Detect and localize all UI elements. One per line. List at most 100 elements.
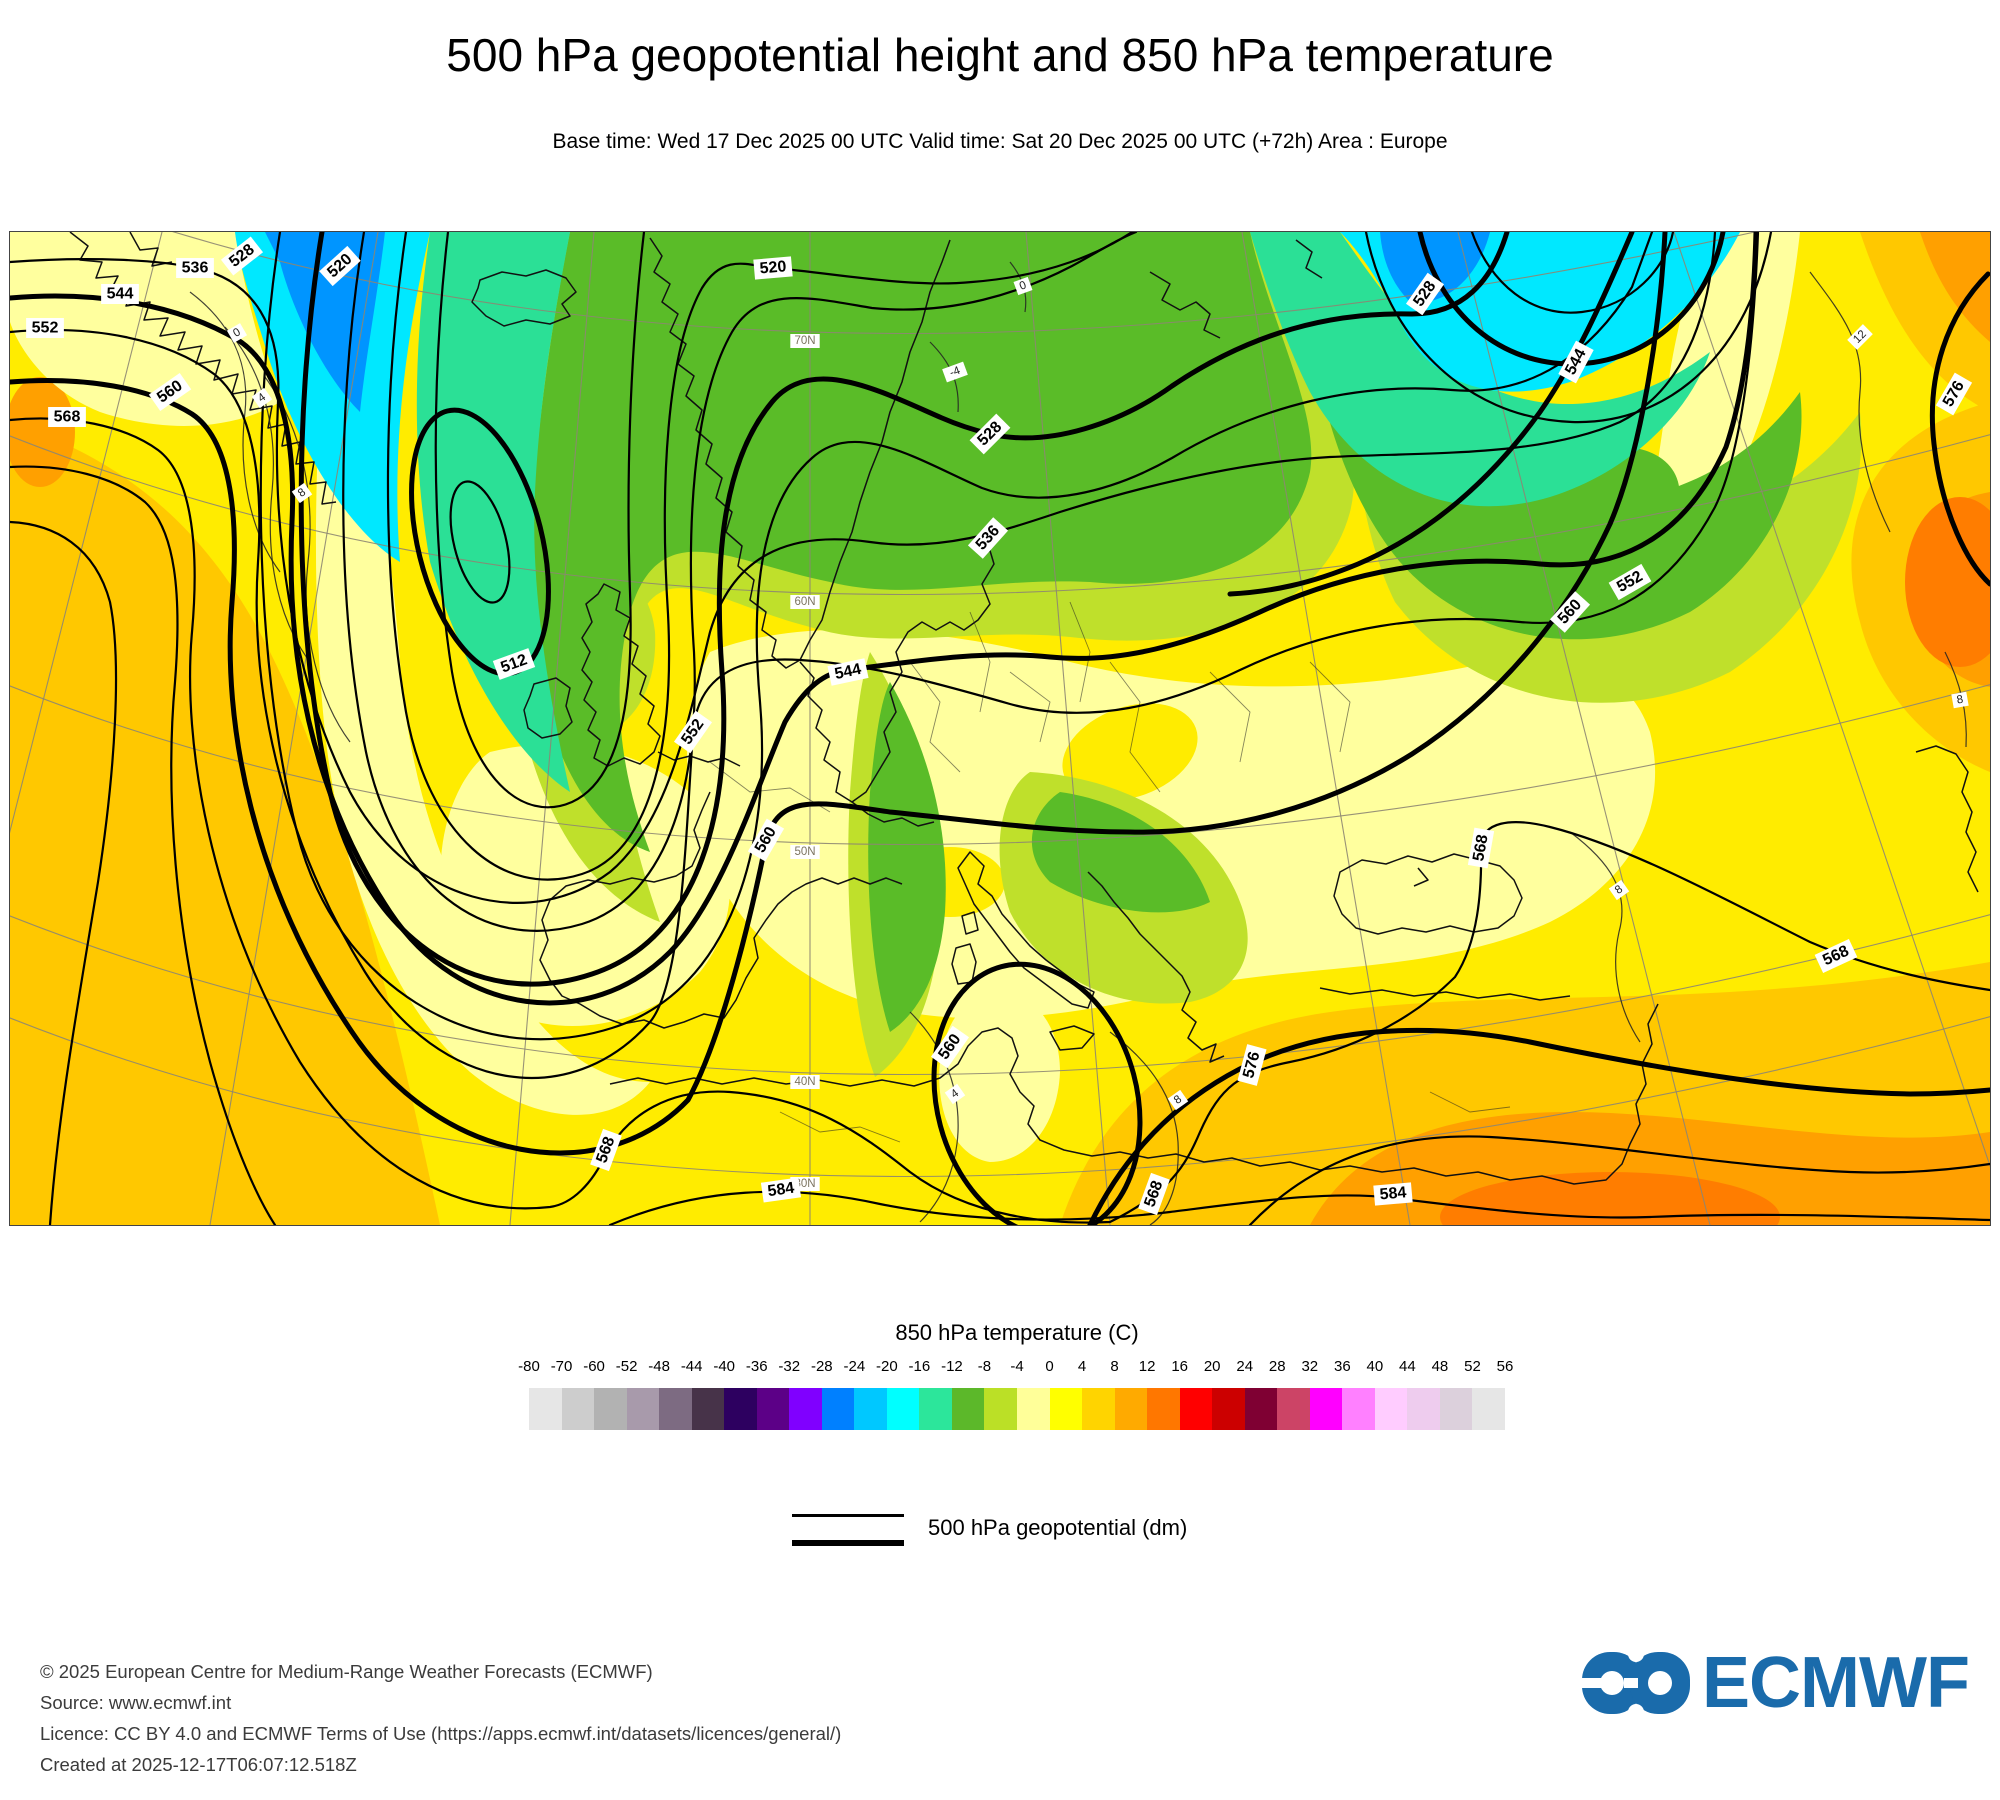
colorbar-cell bbox=[1407, 1388, 1440, 1430]
colorbar-tick: 24 bbox=[1236, 1358, 1254, 1375]
contour-label: 12 bbox=[1847, 324, 1873, 350]
svg-text:0: 0 bbox=[231, 326, 243, 340]
map-svg: 70N 60N 50N 40N 30N 0 4 8 12 -4 0 4 8 8 8 536 544 552 56… bbox=[10, 232, 1990, 1225]
svg-text:544: 544 bbox=[833, 661, 863, 683]
colorbar-cell bbox=[594, 1388, 627, 1430]
colorbar-cell bbox=[1277, 1388, 1310, 1430]
colorbar-title: 850 hPa temperature (C) bbox=[895, 1320, 1139, 1345]
colorbar-tick: 40 bbox=[1366, 1358, 1384, 1375]
colorbar-tick: -4 bbox=[1010, 1358, 1024, 1375]
footer-line: Source: www.ecmwf.int bbox=[40, 1692, 232, 1713]
ecmwf-logo-icon bbox=[1580, 1646, 1690, 1720]
footer-attribution: © 2025 European Centre for Medium-Range … bbox=[40, 1656, 841, 1780]
contour-label: -4 bbox=[942, 361, 968, 383]
svg-text:30N: 30N bbox=[794, 1178, 815, 1190]
colorbar-tick: 48 bbox=[1431, 1358, 1449, 1375]
colorbar-cell bbox=[561, 1388, 595, 1430]
colorbar-tick: -20 bbox=[876, 1358, 898, 1375]
svg-text:50N: 50N bbox=[794, 846, 815, 858]
colorbar-cell bbox=[1147, 1388, 1180, 1430]
colorbar-cell bbox=[984, 1388, 1017, 1430]
colorbar-tick: -70 bbox=[550, 1358, 573, 1375]
contour-label: 50N bbox=[790, 845, 820, 859]
colorbar-tick: 12 bbox=[1138, 1358, 1156, 1375]
colorbar-tick: 56 bbox=[1496, 1358, 1514, 1375]
contour-label: 544 bbox=[827, 658, 869, 686]
colorbar-cell bbox=[1114, 1388, 1148, 1430]
svg-text:552: 552 bbox=[32, 319, 59, 336]
colorbar-cell bbox=[1049, 1388, 1083, 1430]
colorbar-cell bbox=[886, 1388, 920, 1430]
contour-label: 8 bbox=[291, 482, 313, 504]
geopotential-legend-label: 500 hPa geopotential (dm) bbox=[928, 1515, 1188, 1540]
ecmwf-logo-text: ECMWF bbox=[1702, 1643, 1970, 1723]
colorbar-tick: 4 bbox=[1077, 1358, 1087, 1375]
colorbar-cell bbox=[1082, 1388, 1115, 1430]
colorbar-cell bbox=[1016, 1388, 1050, 1430]
colorbar-tick: -32 bbox=[778, 1358, 801, 1375]
colorbar-tick: 28 bbox=[1268, 1358, 1286, 1375]
svg-text:584: 584 bbox=[1379, 1184, 1407, 1203]
colorbar-tick: -12 bbox=[941, 1358, 963, 1375]
svg-text:568: 568 bbox=[54, 408, 81, 425]
colorbar bbox=[529, 1388, 1505, 1430]
svg-text:40N: 40N bbox=[794, 1076, 815, 1088]
svg-text:576: 576 bbox=[1240, 1050, 1263, 1080]
contour-label: 520 bbox=[753, 256, 793, 280]
footer-line: © 2025 European Centre for Medium-Range … bbox=[40, 1661, 653, 1682]
contour-label: 60N bbox=[790, 595, 820, 609]
colorbar-cell bbox=[1179, 1388, 1213, 1430]
contour-label: 568 bbox=[1467, 827, 1495, 869]
svg-text:520: 520 bbox=[759, 258, 787, 277]
colorbar-cell bbox=[626, 1388, 660, 1430]
colorbar-cell bbox=[1342, 1388, 1375, 1430]
svg-text:-4: -4 bbox=[948, 364, 962, 379]
contour-label: 0 bbox=[226, 323, 248, 343]
contour-label: 568 bbox=[48, 407, 86, 427]
contour-label: 536 bbox=[176, 258, 214, 278]
colorbar-cell bbox=[951, 1388, 985, 1430]
colorbar-cell bbox=[756, 1388, 790, 1430]
colorbar-cell bbox=[821, 1388, 855, 1430]
colorbar-tick: -60 bbox=[583, 1358, 605, 1375]
colorbar-tick: 0 bbox=[1045, 1358, 1054, 1375]
colorbar-tick: 36 bbox=[1333, 1358, 1351, 1375]
contour-label: 584 bbox=[760, 1177, 802, 1203]
colorbar-cell bbox=[789, 1388, 822, 1430]
colorbar-tick: -40 bbox=[713, 1358, 736, 1375]
contour-label: 584 bbox=[1373, 1182, 1413, 1206]
svg-text:8: 8 bbox=[1956, 694, 1964, 707]
temperature-shading bbox=[10, 232, 1990, 1225]
page-title: 500 hPa geopotential height and 850 hPa … bbox=[446, 29, 1554, 81]
colorbar-tick: -52 bbox=[615, 1358, 638, 1375]
contour-label: 8 bbox=[1951, 691, 1969, 709]
svg-text:0: 0 bbox=[1018, 279, 1028, 292]
contour-label: 4 bbox=[944, 1083, 966, 1105]
colorbar-tick: -48 bbox=[648, 1358, 670, 1375]
colorbar-cell bbox=[919, 1388, 952, 1430]
contour-label: 8 bbox=[1167, 1089, 1189, 1111]
colorbar-tick: -8 bbox=[977, 1358, 992, 1375]
colorbar-tick: -36 bbox=[745, 1358, 768, 1375]
ecmwf-logo: ECMWF bbox=[1580, 1642, 1970, 1724]
weather-map: 70N 60N 50N 40N 30N 0 4 8 12 -4 0 4 8 8 8 536 544 552 56… bbox=[9, 231, 1991, 1226]
coastlines bbox=[69, 232, 1979, 1185]
colorbar-tick: 44 bbox=[1399, 1358, 1416, 1375]
colorbar-cell bbox=[1212, 1388, 1245, 1430]
colorbar-cell bbox=[1439, 1388, 1473, 1430]
svg-text:60N: 60N bbox=[794, 596, 815, 608]
latitude-labels: 70N 60N 50N 40N 30N bbox=[790, 334, 820, 1191]
contour-label: 552 bbox=[26, 318, 64, 338]
contour-label: 8 bbox=[1608, 879, 1630, 901]
contour-label: 536 bbox=[967, 517, 1009, 559]
contour-label: 0 bbox=[1013, 276, 1033, 296]
colorbar-tick: 52 bbox=[1464, 1358, 1481, 1375]
colorbar-tick: 32 bbox=[1301, 1358, 1319, 1375]
contour-label: 4 bbox=[251, 387, 273, 409]
colorbar-cell bbox=[659, 1388, 692, 1430]
temperature-contour-labels: 0 4 8 12 -4 0 4 8 8 8 bbox=[226, 276, 1969, 1111]
temperature-isolines bbox=[189, 261, 1967, 1225]
page-subtitle: Base time: Wed 17 Dec 2025 00 UTC Valid … bbox=[552, 130, 1448, 153]
